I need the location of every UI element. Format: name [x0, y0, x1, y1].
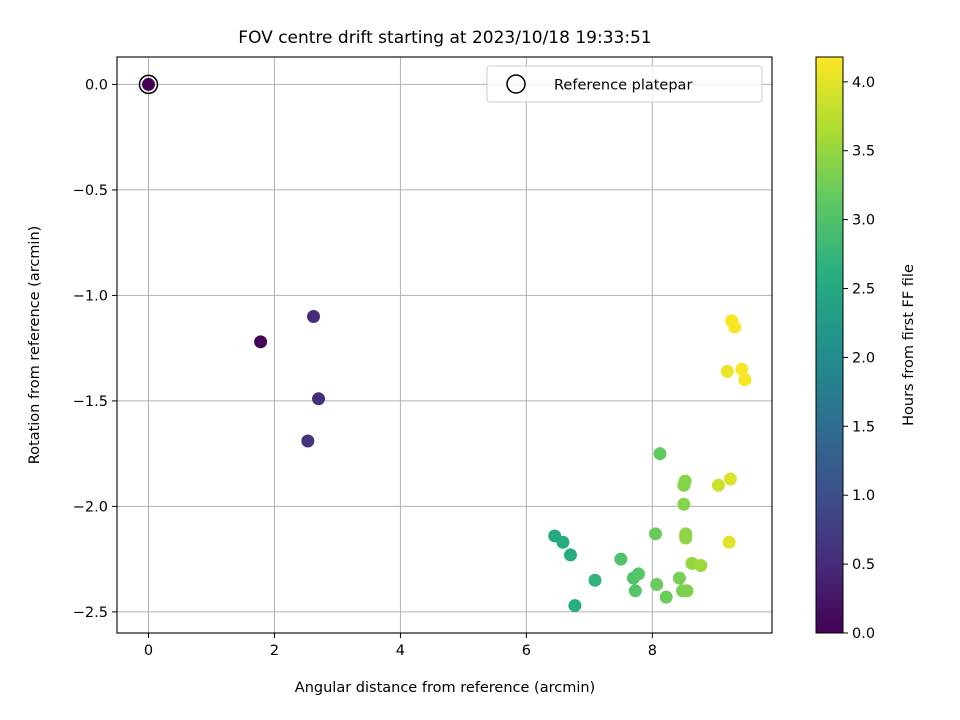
data-point [694, 558, 708, 572]
x-tick-label: 6 [522, 643, 531, 659]
colorbar-tick-label: 2.5 [852, 282, 875, 298]
data-point [653, 447, 667, 461]
data-point [568, 599, 582, 613]
y-axis-ticks: 0.0 −0.5 −1.0 −1.5 −2.0 −2.5 [73, 77, 117, 621]
colorbar-tick-label: 1.5 [852, 419, 875, 435]
data-point [650, 577, 664, 591]
colorbar-tick-label: 0.5 [852, 557, 875, 573]
data-point [728, 320, 742, 334]
x-tick-label: 4 [396, 643, 405, 659]
colorbar-frame [815, 56, 844, 634]
data-point [312, 392, 326, 406]
y-tick-label: −0.5 [73, 183, 108, 199]
colorbar-tick-label: 3.0 [852, 213, 875, 229]
scatter-points [138, 74, 752, 613]
colorbar-tick-label: 4.0 [852, 75, 875, 91]
plot-frame [116, 56, 773, 634]
data-point [672, 571, 686, 585]
data-point [677, 478, 691, 492]
data-point [301, 434, 315, 448]
data-point [722, 535, 736, 549]
data-point [563, 548, 577, 562]
y-tick-label: −1.0 [73, 288, 108, 304]
data-point [556, 535, 570, 549]
legend-marker-reference [506, 74, 526, 94]
y-axis-label: Rotation from reference (arcmin) [27, 226, 43, 465]
colorbar-label: Hours from first FF file [901, 264, 917, 426]
colorbar: 0.0 0.5 1.0 1.5 2.0 2.5 3.0 3.5 4.0 Hours from f… [815, 56, 917, 642]
x-tick-label: 2 [270, 643, 279, 659]
data-point [720, 364, 734, 378]
y-tick-label: 0.0 [85, 77, 108, 93]
data-point [307, 310, 320, 324]
data-point [648, 527, 662, 541]
data-point [680, 584, 694, 598]
legend-label-reference: Reference platepar [554, 78, 692, 94]
data-point [628, 584, 642, 598]
data-point [631, 567, 645, 581]
legend-box [486, 65, 763, 103]
y-tick-label: −2.5 [73, 605, 108, 621]
data-point [614, 552, 628, 566]
colorbar-tick-label: 1.0 [852, 488, 875, 504]
colorbar-gradient [816, 57, 843, 633]
legend: Reference platepar [486, 65, 763, 103]
grid-lines [117, 57, 772, 633]
chart-title: FOV centre drift starting at 2023/10/18 … [238, 28, 651, 48]
data-point [723, 472, 737, 486]
data-point [659, 590, 673, 604]
colorbar-tick-label: 0.0 [852, 626, 875, 642]
x-axis-label: Angular distance from reference (arcmin) [295, 680, 595, 696]
x-tick-label: 0 [144, 643, 153, 659]
data-point [677, 497, 691, 511]
data-point [141, 77, 155, 91]
colorbar-ticks: 0.0 0.5 1.0 1.5 2.0 2.5 3.0 3.5 4.0 [843, 75, 875, 642]
x-axis-ticks: 0 2 4 6 8 [144, 633, 657, 659]
colorbar-tick-label: 2.0 [852, 350, 875, 366]
y-tick-label: −1.5 [73, 394, 108, 410]
x-tick-label: 8 [648, 643, 657, 659]
plot-area: 0 2 4 6 8 0.0 −0.5 −1.0 −1.5 −2.0 −2.5 [73, 56, 773, 659]
data-point [738, 373, 752, 387]
y-tick-label: −2.0 [73, 499, 108, 515]
data-point [735, 362, 749, 376]
data-point [711, 478, 725, 492]
data-point [254, 335, 268, 349]
colorbar-tick-label: 3.5 [852, 144, 875, 160]
data-point [588, 573, 602, 587]
data-point [679, 531, 693, 545]
reference-platepar-marker [138, 74, 159, 95]
